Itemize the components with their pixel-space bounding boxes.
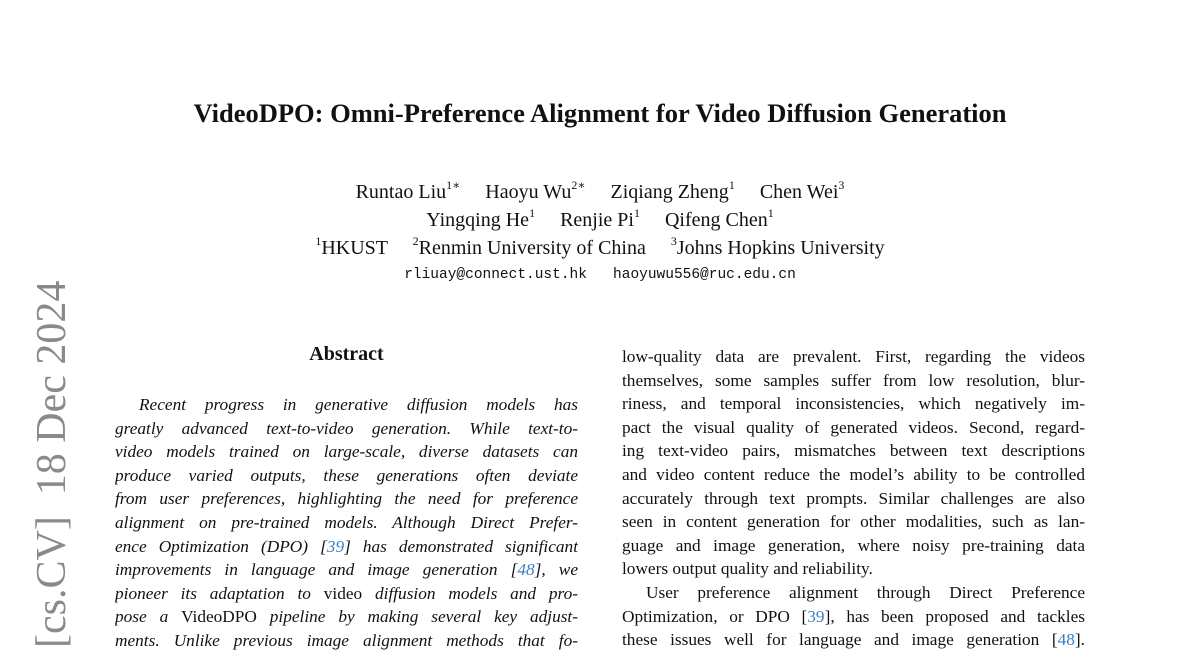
author-name: Renjie Pi — [560, 209, 634, 231]
text-span: pipeline by making several key adjust- — [256, 607, 578, 627]
affiliation-name: HKUST — [321, 237, 388, 259]
text-line: seen in content generation for other mod… — [622, 510, 1085, 534]
affiliation-name: Renmin University of China — [418, 237, 646, 259]
text-line: pact the visual quality of generated vid… — [622, 416, 1085, 440]
abstract-column: Recent progress in generative diffusion … — [115, 393, 578, 653]
text-line: improvements in language and image gener… — [115, 558, 578, 582]
text-span: ments. Unlike previous image alignment m… — [115, 630, 578, 650]
text-span: pose a — [115, 607, 182, 627]
text-span: ing text-video pairs, mismatches between… — [622, 441, 1085, 461]
text-line: lowers output quality and reliability. — [622, 557, 1085, 581]
author-mark: 1 — [633, 206, 640, 220]
paper-title: VideoDPO: Omni-Preference Alignment for … — [193, 98, 1007, 128]
text-line: Recent progress in generative diffusion … — [115, 393, 578, 417]
text-span: riness, and temporal inconsistencies, wh… — [622, 394, 1085, 414]
text-span: and video content reduce the model’s abi… — [622, 464, 1085, 484]
author-name: Runtao Liu — [355, 181, 447, 203]
text-line: ence Optimization (DPO) [39] has demonst… — [115, 535, 578, 559]
text-span: video — [323, 583, 363, 603]
citation-link[interactable]: 39 — [326, 536, 345, 556]
author-mark: 1 — [529, 206, 536, 220]
abstract-heading: Abstract — [309, 343, 384, 365]
text-span: Optimization, or DPO [ — [622, 606, 808, 626]
text-span: accurately through text prompts. Similar… — [622, 488, 1085, 508]
text-span: these issues well for language and image… — [622, 630, 1058, 650]
text-span: ]. — [1074, 630, 1085, 650]
affiliation-name: Johns Hopkins University — [676, 237, 885, 259]
author-name: Qifeng Chen — [664, 209, 768, 231]
text-span: VideoDPO — [181, 607, 257, 627]
affiliation-mark: 1 — [315, 234, 322, 248]
text-span: ] has demonstrated significant — [344, 536, 578, 556]
text-span: ], has been proposed and tackles — [824, 606, 1085, 626]
text-span: pioneer its adaptation to — [115, 583, 324, 603]
text-line: Optimization, or DPO [39], has been prop… — [622, 605, 1085, 629]
text-span: from user preferences, highlighting the … — [115, 489, 578, 509]
text-line: and video content reduce the model’s abi… — [622, 463, 1085, 487]
text-line: pose a VideoDPO pipeline by making sever… — [115, 605, 578, 629]
text-span: Recent progress in generative diffusion … — [139, 395, 578, 414]
author-mark: 3 — [838, 178, 845, 192]
text-span: low-quality data are prevalent. First, r… — [622, 347, 1085, 366]
author-name: Haoyu Wu — [485, 181, 572, 203]
text-line: video models trained on large-scale, div… — [115, 440, 578, 464]
citation-link[interactable]: 48 — [517, 560, 535, 580]
text-line: greatly advanced text-to-video generatio… — [115, 417, 578, 441]
text-span: diffusion models and pro- — [362, 583, 578, 603]
text-span: improvements in language and image gener… — [115, 560, 518, 580]
emails: rliuay@connect.ust.hk haoyuwu556@ruc.edu… — [0, 267, 1200, 283]
affiliation-mark: 2 — [412, 234, 419, 248]
author-mark: 1 — [767, 206, 774, 220]
text-line: User preference alignment through Direct… — [622, 581, 1085, 605]
text-line: guage and image generation, where noisy … — [622, 534, 1085, 558]
text-line: accurately through text prompts. Similar… — [622, 487, 1085, 511]
text-line: ments. Unlike previous image alignment m… — [115, 629, 578, 653]
text-span: User preference alignment through Direct… — [646, 582, 1085, 602]
author-mark: 1∗ — [446, 178, 461, 192]
text-line: themselves, some samples suffer from low… — [622, 369, 1085, 393]
citation-link[interactable]: 48 — [1057, 630, 1075, 650]
text-span: greatly advanced text-to-video generatio… — [115, 418, 578, 438]
text-line: riness, and temporal inconsistencies, wh… — [622, 392, 1085, 416]
text-span: guage and image generation, where noisy … — [622, 535, 1085, 555]
text-span: pact the visual quality of generated vid… — [622, 417, 1085, 437]
text-line: pioneer its adaptation to video diffusio… — [115, 582, 578, 606]
text-line: ing text-video pairs, mismatches between… — [622, 439, 1085, 463]
text-span: lowers output quality and reliability. — [622, 559, 873, 579]
intro-column: low-quality data are prevalent. First, r… — [622, 345, 1085, 652]
text-span: alignment on pre-trained models. Althoug… — [115, 512, 578, 532]
arxiv-watermark: [cs.CV] 18 Dec 2024 — [29, 280, 75, 648]
authors-line-1: Runtao Liu1∗ Haoyu Wu2∗ Ziqiang Zheng1 C… — [0, 178, 1200, 204]
author-name: Yingqing He — [426, 209, 530, 231]
email-address[interactable]: rliuay@connect.ust.hk — [404, 267, 587, 283]
authors-line-2: Yingqing He1 Renjie Pi1 Qifeng Chen1 — [0, 206, 1200, 232]
email-address[interactable]: haoyuwu556@ruc.edu.cn — [613, 267, 796, 283]
text-line: alignment on pre-trained models. Althoug… — [115, 511, 578, 535]
author-name: Chen Wei — [759, 181, 839, 203]
text-line: produce varied outputs, these generation… — [115, 464, 578, 488]
text-line: low-quality data are prevalent. First, r… — [622, 345, 1085, 369]
author-mark: 1 — [728, 178, 735, 192]
text-span: produce varied outputs, these generation… — [115, 465, 578, 485]
text-span: video models trained on large-scale, div… — [115, 442, 578, 462]
text-span: ence Optimization (DPO) [ — [115, 536, 327, 556]
citation-link[interactable]: 39 — [807, 606, 825, 626]
author-mark: 2∗ — [571, 178, 586, 192]
author-name: Ziqiang Zheng — [610, 181, 729, 203]
text-line: from user preferences, highlighting the … — [115, 487, 578, 511]
affiliation-mark: 3 — [670, 234, 677, 248]
text-span: seen in content generation for other mod… — [622, 512, 1085, 532]
text-span: themselves, some samples suffer from low… — [622, 370, 1085, 390]
affiliations: 1HKUST 2Renmin University of China 3John… — [0, 234, 1200, 260]
text-span: ], we — [534, 560, 578, 580]
text-line: these issues well for language and image… — [622, 628, 1085, 652]
